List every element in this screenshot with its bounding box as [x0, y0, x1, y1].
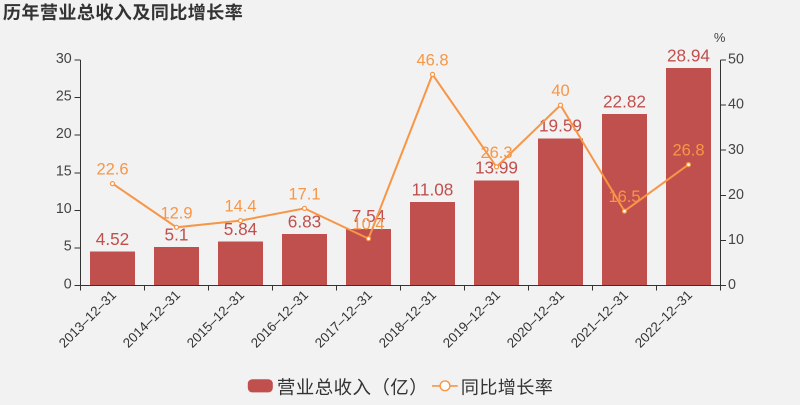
svg-text:17.1: 17.1 — [288, 185, 320, 203]
svg-text:30: 30 — [728, 142, 744, 158]
svg-text:5: 5 — [64, 239, 72, 255]
svg-text:5.1: 5.1 — [165, 225, 189, 245]
svg-text:%: % — [714, 30, 726, 45]
svg-text:5.84: 5.84 — [224, 219, 258, 239]
svg-text:28.94: 28.94 — [667, 45, 710, 65]
svg-text:10: 10 — [728, 232, 744, 248]
svg-text:26.3: 26.3 — [480, 144, 512, 162]
svg-text:0: 0 — [64, 276, 72, 292]
svg-text:22.6: 22.6 — [96, 161, 128, 179]
svg-text:4.52: 4.52 — [96, 229, 129, 249]
svg-text:46.8: 46.8 — [416, 51, 448, 69]
svg-text:40: 40 — [551, 82, 569, 100]
svg-text:10: 10 — [56, 201, 72, 217]
svg-text:11.08: 11.08 — [412, 180, 454, 200]
svg-text:19.59: 19.59 — [539, 116, 582, 136]
svg-text:22.82: 22.82 — [603, 91, 646, 111]
svg-text:15: 15 — [56, 164, 72, 180]
svg-text:0: 0 — [728, 277, 736, 293]
svg-text:6.83: 6.83 — [288, 212, 321, 232]
svg-text:14.4: 14.4 — [224, 198, 256, 216]
svg-text:16.5: 16.5 — [608, 188, 640, 206]
svg-text:7.54: 7.54 — [352, 206, 386, 226]
svg-text:26.8: 26.8 — [672, 142, 704, 160]
svg-text:25: 25 — [56, 88, 72, 104]
svg-text:30: 30 — [56, 51, 72, 67]
svg-text:50: 50 — [728, 52, 744, 68]
svg-text:20: 20 — [56, 126, 72, 142]
svg-text:20: 20 — [728, 187, 744, 203]
svg-text:12.9: 12.9 — [160, 204, 192, 222]
svg-text:40: 40 — [728, 97, 744, 113]
svg-text:10.4: 10.4 — [352, 216, 384, 234]
